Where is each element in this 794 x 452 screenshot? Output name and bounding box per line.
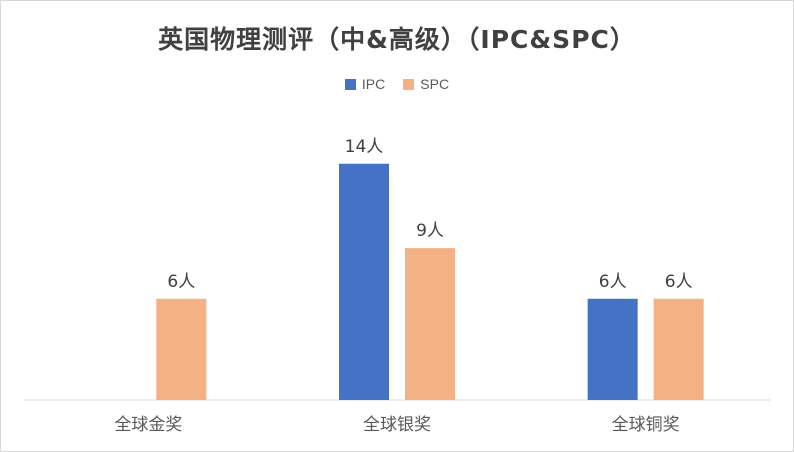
legend-label-spc: SPC bbox=[420, 76, 450, 92]
data-label-ipc-2: 6人 bbox=[599, 272, 627, 292]
legend-swatch-ipc bbox=[344, 78, 356, 90]
legend-item-ipc: IPC bbox=[344, 76, 386, 92]
data-label-spc-2: 6人 bbox=[665, 272, 693, 292]
legend-label-ipc: IPC bbox=[361, 76, 386, 92]
data-label-spc-0: 6人 bbox=[167, 272, 195, 292]
legend: IPC SPC bbox=[0, 76, 794, 92]
bar-ipc-2 bbox=[587, 298, 638, 400]
legend-item-spc: SPC bbox=[403, 76, 449, 92]
data-label-ipc-1: 14人 bbox=[345, 137, 384, 157]
chart-title: 英国物理测评（中&高级）（IPC&SPC） bbox=[158, 25, 636, 54]
x-tick-label-2: 全球铜奖 bbox=[612, 415, 680, 435]
bar-spc-1 bbox=[405, 248, 455, 400]
bar-spc-0 bbox=[156, 298, 207, 400]
legend-swatch-spc bbox=[403, 78, 415, 90]
x-tick-label-0: 全球金奖 bbox=[114, 415, 182, 435]
bar-ipc-1 bbox=[339, 163, 389, 400]
bar-spc-2 bbox=[653, 298, 704, 400]
data-label-spc-1: 9人 bbox=[416, 221, 444, 241]
x-tick-label-1: 全球银奖 bbox=[363, 415, 431, 435]
